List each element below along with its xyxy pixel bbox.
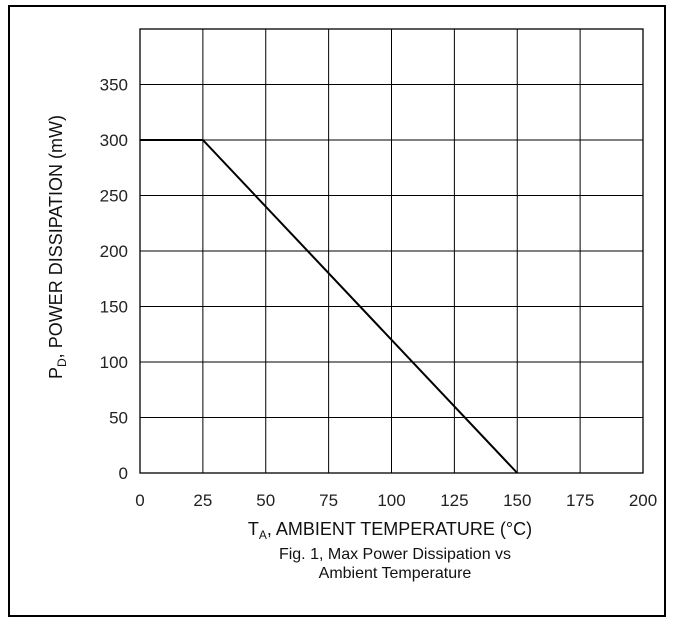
y-axis-title-symbol: P: [46, 367, 66, 379]
x-axis-title: TA, AMBIENT TEMPERATURE (°C): [248, 519, 532, 542]
y-tick-label: 200: [100, 242, 128, 261]
y-axis-title-subscript: D: [55, 358, 69, 367]
x-tick-label: 75: [319, 491, 338, 510]
x-tick-label: 125: [440, 491, 468, 510]
x-tick-labels: 0 25 50 75 100 125 150 175 200: [135, 491, 657, 510]
y-tick-label: 150: [100, 298, 128, 317]
power-derating-chart: 0 25 50 75 100 125 150 175 200 0 50 100 150 200 250 30…: [10, 7, 678, 631]
y-axis-title-text: , POWER DISSIPATION (mW): [46, 115, 66, 358]
y-tick-label: 50: [109, 409, 128, 428]
x-tick-label: 0: [135, 491, 144, 510]
x-axis-title-text: , AMBIENT TEMPERATURE (°C): [267, 519, 532, 539]
y-tick-labels: 0 50 100 150 200 250 300 350: [100, 76, 128, 484]
chart-figure: 0 25 50 75 100 125 150 175 200 0 50 100 150 200 250 30…: [8, 5, 666, 617]
y-tick-label: 300: [100, 131, 128, 150]
x-tick-label: 25: [193, 491, 212, 510]
x-tick-label: 50: [256, 491, 275, 510]
y-tick-label: 350: [100, 76, 128, 95]
x-tick-label: 150: [503, 491, 531, 510]
y-tick-label: 0: [119, 464, 128, 483]
x-axis-title-subscript: A: [259, 528, 267, 542]
figure-caption-line-1: Fig. 1, Max Power Dissipation vs: [279, 546, 511, 563]
x-tick-label: 200: [629, 491, 657, 510]
x-tick-label: 100: [377, 491, 405, 510]
y-axis-title: PD, POWER DISSIPATION (mW): [46, 115, 69, 379]
y-tick-label: 250: [100, 187, 128, 206]
grid-lines: [140, 29, 643, 473]
figure-caption-line-2: Ambient Temperature: [319, 565, 472, 582]
x-axis-title-symbol: T: [248, 519, 259, 539]
x-tick-label: 175: [566, 491, 594, 510]
y-tick-label: 100: [100, 353, 128, 372]
